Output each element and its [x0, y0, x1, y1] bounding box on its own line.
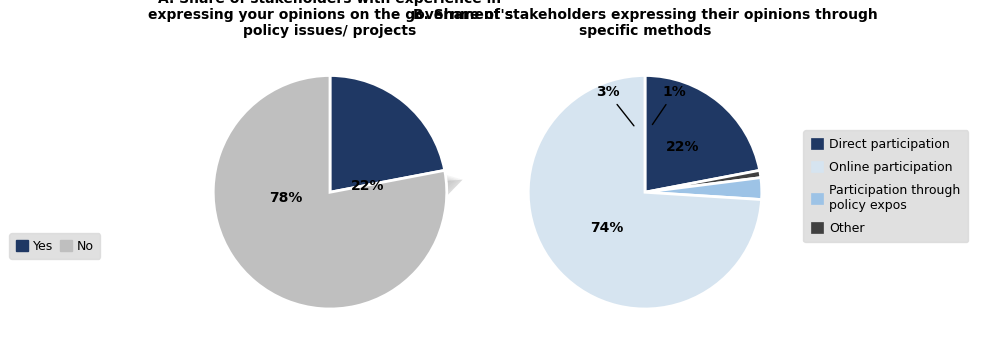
Wedge shape — [330, 75, 445, 192]
Text: 22%: 22% — [351, 179, 384, 193]
Title: B. Share of stakeholders expressing their opinions through
specific methods: B. Share of stakeholders expressing thei… — [413, 8, 877, 38]
Wedge shape — [645, 75, 760, 192]
Wedge shape — [645, 171, 761, 192]
Text: 74%: 74% — [590, 221, 623, 235]
Text: 1%: 1% — [652, 85, 686, 125]
Wedge shape — [645, 178, 762, 200]
Wedge shape — [528, 75, 762, 309]
Text: 22%: 22% — [665, 140, 699, 154]
Wedge shape — [213, 75, 447, 309]
Legend: Yes, No: Yes, No — [9, 234, 100, 259]
Title: A. Share of stakeholders with experience in
expressing your opinions on the gove: A. Share of stakeholders with experience… — [148, 0, 512, 38]
Legend: Direct participation, Online participation, Participation through
policy expos, : Direct participation, Online participati… — [803, 130, 968, 242]
Text: 78%: 78% — [269, 191, 302, 205]
Text: 3%: 3% — [596, 85, 634, 126]
